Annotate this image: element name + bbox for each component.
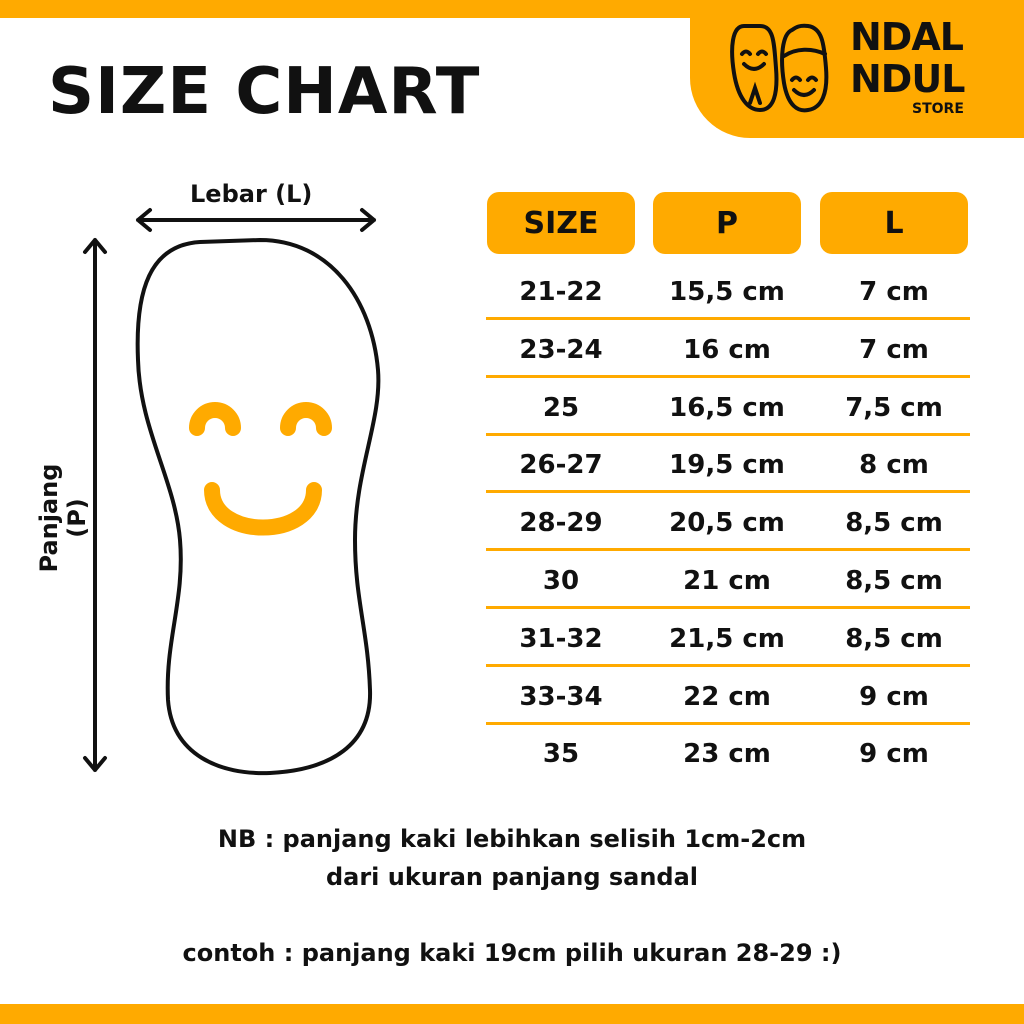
smile-left-eye [189, 402, 241, 436]
logo-panel: NDAL NDUL STORE [690, 0, 1024, 138]
length-arrow-icon [83, 238, 107, 772]
bottom-accent-bar [0, 1004, 1024, 1024]
width-cell: 8,5 cm [845, 566, 943, 596]
row-divider [486, 490, 970, 494]
width-cell: 8 cm [859, 450, 929, 481]
length-cell: 21,5 cm [669, 623, 785, 654]
width-arrow-icon [136, 208, 376, 232]
size-cell: 35 [542, 739, 580, 770]
width-cell: 8,5 cm [845, 623, 943, 654]
note-line-1: NB : panjang kaki lebihkan selisih 1cm-2… [217, 825, 807, 853]
size-cell: 25 [542, 392, 580, 423]
smile-mouth [204, 482, 322, 536]
header-l: L [820, 192, 968, 254]
size-cell: 28-29 [519, 508, 603, 539]
row-divider [486, 548, 970, 552]
note-example: contoh : panjang kaki 19cm pilih ukuran … [182, 939, 842, 967]
row-divider [486, 432, 970, 436]
logo-text-store: STORE [912, 101, 964, 117]
logo-text-ndal: NDAL [850, 15, 964, 59]
note-line-2: dari ukuran panjang sandal [325, 863, 699, 891]
logo-text-ndul: NDUL [850, 57, 965, 101]
length-cell: 20,5 cm [669, 508, 785, 539]
row-divider [486, 317, 970, 320]
row-divider [486, 721, 970, 725]
width-cell: 9 cm [859, 739, 929, 770]
length-cell: 19,5 cm [669, 450, 785, 481]
size-cell: 30 [542, 566, 580, 596]
header-p: P [653, 192, 801, 254]
width-label: Lebar (L) [190, 180, 313, 208]
size-cell: 33-34 [519, 681, 603, 712]
size-cell: 26-27 [519, 450, 603, 481]
sandals-logo-icon [730, 23, 829, 113]
length-cell: 21 cm [683, 566, 771, 596]
length-cell: 16,5 cm [669, 392, 785, 423]
length-cell: 23 cm [683, 739, 771, 770]
size-cell: 21-22 [519, 277, 603, 307]
row-divider [486, 374, 970, 378]
width-cell: 9 cm [859, 681, 929, 712]
row-divider [486, 663, 970, 667]
width-cell: 7 cm [859, 277, 929, 307]
length-cell: 15,5 cm [669, 277, 785, 307]
smile-right-eye [280, 402, 332, 436]
width-cell: 8,5 cm [845, 508, 943, 539]
size-cell: 31-32 [519, 623, 603, 654]
page-title: SIZE CHART [48, 55, 481, 129]
sandal-diagram [83, 208, 381, 776]
length-cell: 16 cm [683, 334, 771, 365]
row-divider [486, 606, 970, 609]
width-cell: 7,5 cm [845, 392, 943, 423]
length-cell: 22 cm [683, 681, 771, 712]
sandal-outline [135, 238, 381, 776]
size-cell: 23-24 [519, 334, 603, 365]
header-size: SIZE [487, 192, 635, 254]
width-cell: 7 cm [859, 334, 929, 365]
